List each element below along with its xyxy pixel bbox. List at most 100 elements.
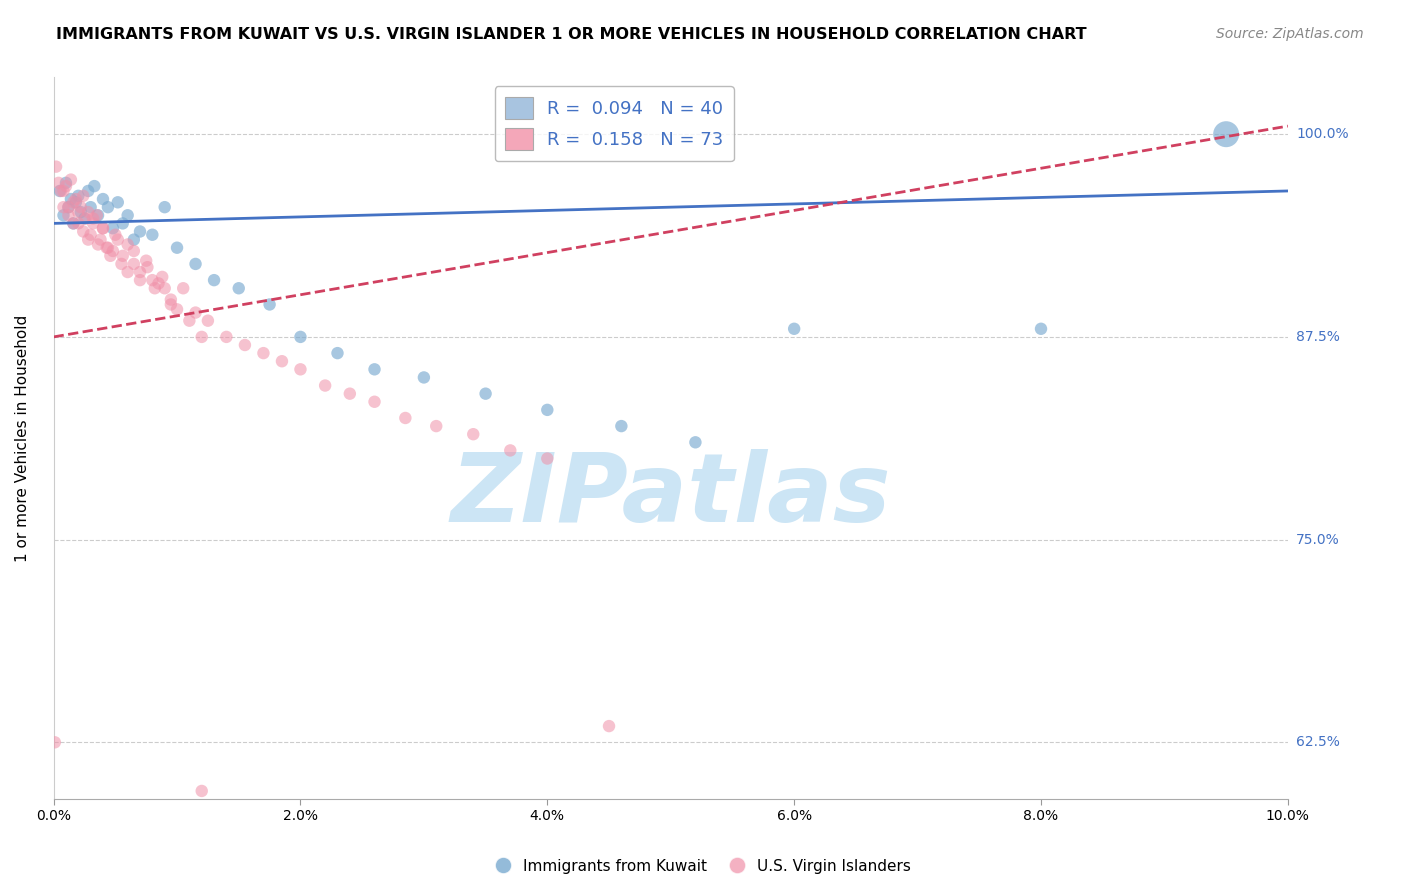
Point — [141, 273, 163, 287]
Point — [111, 216, 134, 230]
Point — [49, 184, 72, 198]
Point — [160, 297, 183, 311]
Point — [58, 208, 80, 222]
Point — [252, 346, 274, 360]
Point — [79, 200, 101, 214]
Text: Source: ZipAtlas.com: Source: ZipAtlas.com — [1216, 27, 1364, 41]
Point — [59, 192, 82, 206]
Point — [67, 189, 90, 203]
Point — [153, 281, 176, 295]
Point — [122, 244, 145, 258]
Point — [233, 338, 256, 352]
Point — [107, 233, 129, 247]
Y-axis label: 1 or more Vehicles in Household: 1 or more Vehicles in Household — [15, 315, 30, 562]
Point — [290, 330, 312, 344]
Point — [290, 362, 312, 376]
Point — [536, 451, 558, 466]
Point — [73, 211, 96, 226]
Point — [91, 192, 114, 206]
Point — [1029, 322, 1052, 336]
Text: IMMIGRANTS FROM KUWAIT VS U.S. VIRGIN ISLANDER 1 OR MORE VEHICLES IN HOUSEHOLD C: IMMIGRANTS FROM KUWAIT VS U.S. VIRGIN IS… — [56, 27, 1087, 42]
Point — [141, 227, 163, 242]
Point — [69, 205, 91, 219]
Point — [463, 427, 485, 442]
Point — [62, 216, 84, 230]
Point — [82, 211, 104, 226]
Point — [135, 253, 157, 268]
Point — [150, 269, 173, 284]
Point — [72, 225, 94, 239]
Point — [86, 208, 108, 222]
Point — [82, 216, 104, 230]
Point — [166, 302, 188, 317]
Text: 87.5%: 87.5% — [1296, 330, 1340, 344]
Point — [412, 370, 434, 384]
Point — [143, 281, 166, 295]
Point — [394, 411, 416, 425]
Point — [122, 233, 145, 247]
Point — [55, 179, 77, 194]
Point — [314, 378, 336, 392]
Point — [69, 200, 91, 214]
Point — [58, 200, 80, 214]
Point — [62, 195, 84, 210]
Point — [100, 249, 122, 263]
Point — [148, 277, 170, 291]
Point — [62, 216, 84, 230]
Point — [48, 176, 70, 190]
Point — [67, 216, 90, 230]
Point — [83, 179, 105, 194]
Point — [49, 184, 72, 198]
Point — [339, 386, 361, 401]
Point — [52, 200, 75, 214]
Point — [107, 195, 129, 210]
Text: ZIPatlas: ZIPatlas — [450, 450, 891, 542]
Point — [101, 244, 124, 258]
Point — [97, 200, 120, 214]
Point — [202, 273, 225, 287]
Point — [474, 386, 496, 401]
Point — [184, 257, 207, 271]
Point — [160, 293, 183, 307]
Point — [425, 419, 447, 434]
Point — [45, 160, 67, 174]
Point — [87, 208, 110, 222]
Point — [117, 265, 139, 279]
Point — [499, 443, 522, 458]
Point — [179, 314, 201, 328]
Point — [129, 225, 152, 239]
Point — [129, 273, 152, 287]
Point — [117, 208, 139, 222]
Point — [598, 719, 620, 733]
Point — [52, 208, 75, 222]
Text: 100.0%: 100.0% — [1296, 128, 1348, 141]
Point — [190, 330, 212, 344]
Legend: Immigrants from Kuwait, U.S. Virgin Islanders: Immigrants from Kuwait, U.S. Virgin Isla… — [489, 853, 917, 880]
Point — [271, 354, 294, 368]
Point — [44, 735, 66, 749]
Point — [129, 265, 152, 279]
Point — [87, 237, 110, 252]
Point — [783, 322, 806, 336]
Point — [184, 305, 207, 319]
Point — [136, 260, 159, 275]
Point — [65, 195, 87, 210]
Point — [101, 221, 124, 235]
Point — [110, 257, 132, 271]
Point — [77, 233, 100, 247]
Point — [58, 200, 80, 214]
Point — [228, 281, 250, 295]
Point — [97, 241, 120, 255]
Point — [326, 346, 349, 360]
Point — [166, 241, 188, 255]
Point — [117, 237, 139, 252]
Point — [77, 205, 100, 219]
Point — [65, 192, 87, 206]
Point — [197, 314, 219, 328]
Point — [55, 176, 77, 190]
Point — [59, 172, 82, 186]
Point — [96, 241, 118, 255]
Point — [89, 233, 111, 247]
Point — [104, 227, 127, 242]
Text: 62.5%: 62.5% — [1296, 735, 1340, 749]
